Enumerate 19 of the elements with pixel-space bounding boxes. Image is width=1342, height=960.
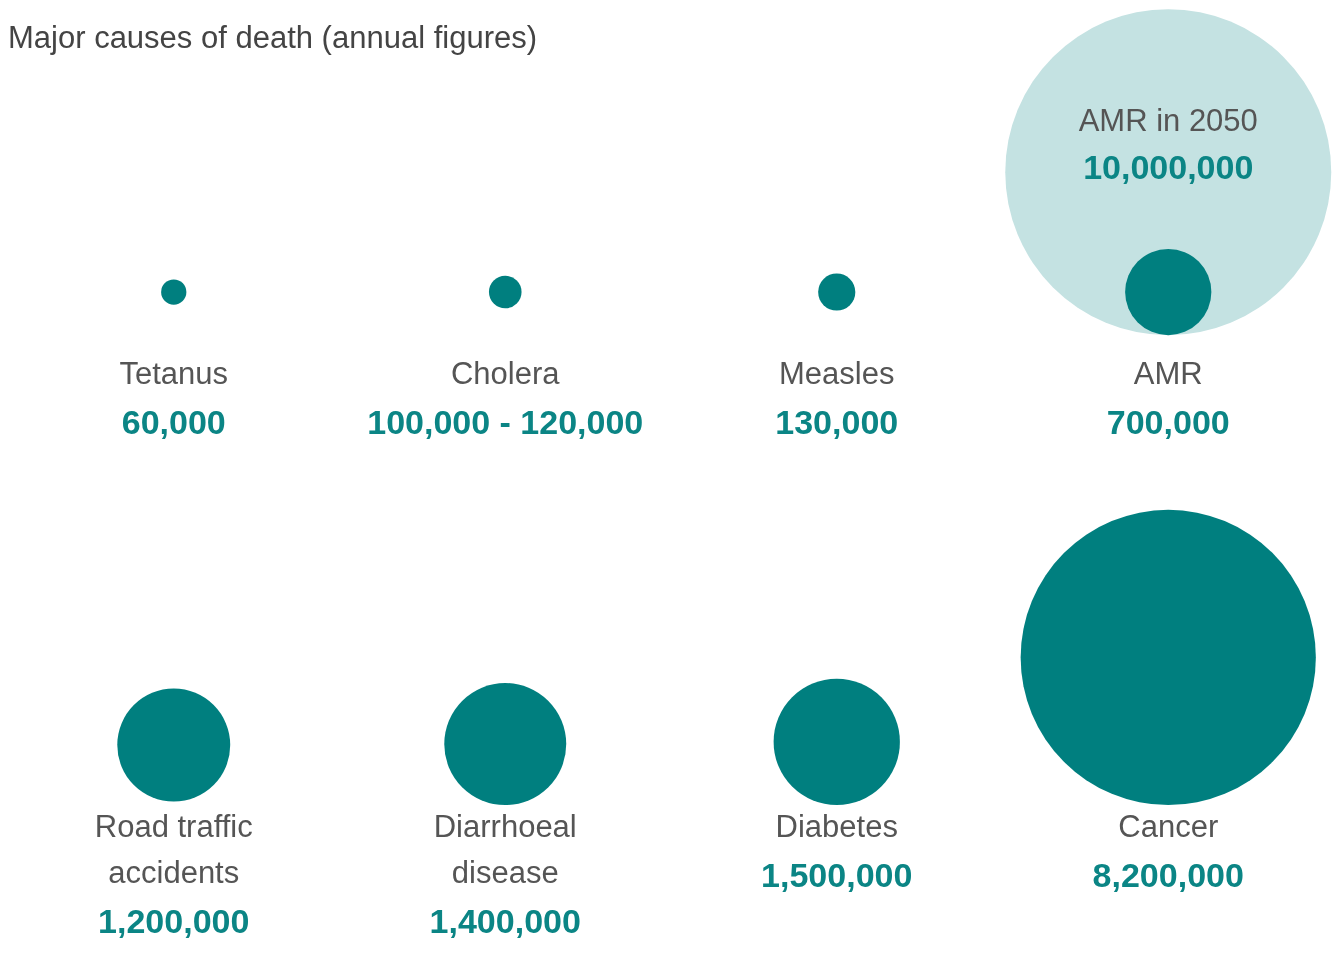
text: Major causes of death (annual figures) (8, 20, 538, 56)
category-label: Tetanus (119, 356, 229, 392)
category-label: Road traffic accidents (94, 809, 253, 891)
data-label: 1,400,000 (429, 902, 581, 941)
data-label: 700,000 (1106, 403, 1230, 442)
category-label: Measles (779, 356, 895, 392)
category-label: Diarrhoeal disease (433, 809, 577, 891)
category-label: Diabetes (775, 809, 898, 845)
category-label: Cancer (1118, 809, 1219, 845)
data-label: 100,000 - 120,000 (367, 403, 644, 442)
data-label: 8,200,000 (1092, 856, 1244, 895)
data-label: 130,000 (775, 403, 899, 442)
data-label: 1,500,000 (761, 856, 913, 895)
category-label: Cholera (450, 356, 561, 392)
series-label: AMR in 2050 (1078, 103, 1258, 139)
category-label: AMR (1133, 356, 1203, 392)
data-label: 10,000,000 (1083, 148, 1254, 187)
data-label: 1,200,000 (98, 902, 250, 941)
data-label: 60,000 (121, 403, 226, 442)
